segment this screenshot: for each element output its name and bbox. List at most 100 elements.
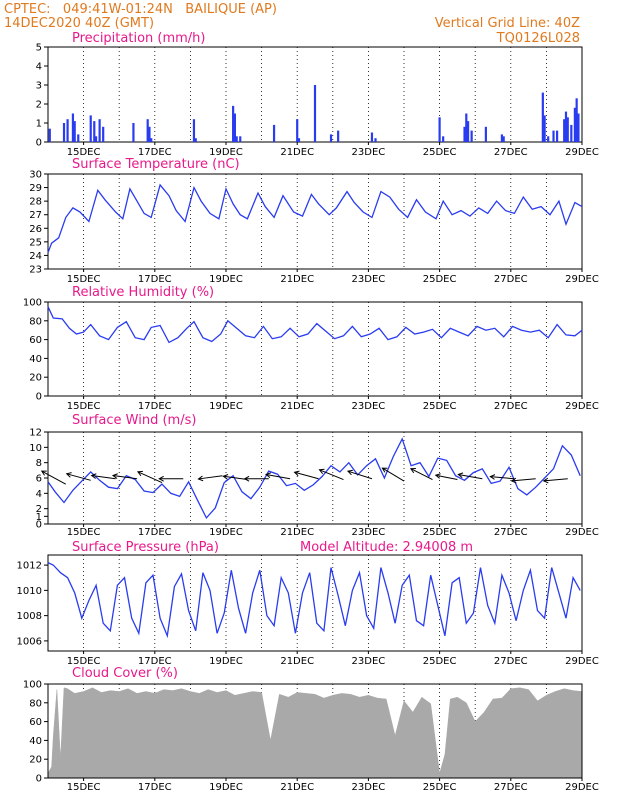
humidity-line [47, 306, 583, 344]
precip-bar [577, 113, 580, 142]
wind-arrow-head [136, 470, 143, 477]
wind-arrow [112, 475, 138, 480]
cloud-title: Cloud Cover (%) [72, 666, 178, 681]
precip-bar [555, 130, 559, 142]
precip-date-label: 17DEC [138, 147, 172, 158]
wind-arrow-head [40, 470, 47, 476]
temperature-date-label: 27DEC [494, 274, 528, 285]
precip-bar [502, 136, 505, 142]
precip-bar [148, 126, 151, 142]
cloud-ytick-label: 40 [29, 736, 42, 747]
precip-bar [566, 117, 569, 142]
precip-bar [573, 107, 576, 142]
pressure-ytick-label: 1006 [17, 636, 42, 647]
wind-arrow-head [381, 467, 388, 473]
precip-bar [297, 138, 301, 142]
wind-arrow [347, 470, 373, 480]
precip-date-label: 19DEC [209, 147, 243, 158]
humidity-ytick-label: 0 [36, 392, 42, 403]
cloud-ytick-label: 80 [29, 698, 42, 709]
humidity-date-label: 17DEC [138, 401, 172, 412]
cloud-date-label: 17DEC [138, 782, 172, 793]
wind-arrow-head [265, 472, 271, 478]
cloud-ytick-label: 100 [23, 680, 42, 691]
wind-arrow-head [293, 470, 300, 477]
temperature-frame [47, 173, 583, 270]
wind-arrow-head [222, 474, 229, 480]
wind-date-label: 15DEC [67, 527, 101, 538]
precip-bar [575, 98, 578, 142]
humidity-ytick-label: 80 [29, 316, 42, 327]
temperature-date-label: 19DEC [209, 274, 243, 285]
cloud-date-label: 15DEC [67, 782, 101, 793]
wind-arrow [137, 471, 163, 484]
precip-bar [370, 132, 374, 142]
precip-bar [470, 130, 473, 142]
cloud-ytick-label: 0 [36, 774, 42, 785]
precip-bar [313, 85, 317, 142]
wind-ytick-label: 6 [36, 474, 42, 485]
wind-arrow [66, 473, 91, 481]
wind-arrow [91, 475, 116, 480]
precip-bar [233, 113, 236, 142]
precip-date-label: 15DEC [67, 147, 101, 158]
pressure-ytick-label: 1012 [17, 561, 42, 572]
humidity-date-label: 21DEC [280, 401, 314, 412]
wind-arrow-head [489, 474, 496, 480]
cloud-panel: 0 20 40 60 80 100 15DEC 17DEC 19DEC 21DEC 23DEC 25D… [23, 666, 599, 793]
wind-arrow [543, 478, 568, 482]
wind-arrow [490, 476, 515, 480]
precip-bar [374, 138, 377, 142]
precip-ytick-label: 5 [36, 43, 42, 54]
precip-date-label: 27DEC [494, 147, 528, 158]
pressure-date-label: 15DEC [67, 656, 101, 667]
wind-ytick-label: 8 [36, 458, 42, 469]
temperature-title: Surface Temperature (nC) [72, 157, 240, 172]
humidity-panel: 0 20 40 60 80 100 15DEC 17DEC 19DEC 21DEC 23DEC 25D… [23, 285, 599, 412]
temperature-ytick-label: 28 [29, 197, 42, 208]
wind-arrow [319, 469, 344, 480]
wind-arrow [41, 470, 67, 485]
precip-bar [194, 138, 197, 142]
cloud-date-label: 19DEC [209, 782, 243, 793]
precip-date-label: 21DEC [280, 147, 314, 158]
temperature-date-label: 21DEC [280, 274, 314, 285]
pressure-date-label: 19DEC [209, 656, 243, 667]
precip-bar [102, 126, 105, 142]
wind-date-label: 17DEC [138, 527, 172, 538]
precip-panel: 0 1 2 3 4 5 15DEC 17DEC 19DEC 21DEC 23DEC 25DEC 27DE… [36, 31, 599, 158]
wind-arrow-head [158, 475, 164, 482]
precip-bar [563, 119, 566, 142]
precip-ytick-label: 3 [36, 81, 42, 92]
precip-bar [62, 123, 66, 142]
precip-ytick-label: 2 [36, 100, 42, 111]
pressure-date-label: 21DEC [280, 656, 314, 667]
precip-bar [543, 115, 546, 142]
header-grid-note: Vertical Grid Line: 40Z [434, 16, 580, 31]
wind-date-label: 21DEC [280, 527, 314, 538]
wind-arrow-head [111, 473, 118, 479]
precip-date-label: 29DEC [565, 147, 599, 158]
wind-date-label: 25DEC [423, 527, 457, 538]
temperature-date-label: 17DEC [138, 274, 172, 285]
precip-bar [66, 119, 69, 142]
precip-date-label: 25DEC [423, 147, 457, 158]
wind-title: Surface Wind (m/s) [72, 413, 196, 428]
precip-bar [89, 115, 92, 142]
precip-bar [296, 119, 299, 142]
humidity-title: Relative Humidity (%) [72, 285, 214, 300]
pressure-panel: 1006 1008 1010 1012 15DEC 17DEC 19DEC 21DEC 23DE… [17, 540, 599, 667]
wind-date-label: 19DEC [209, 527, 243, 538]
precip-bar [239, 136, 242, 142]
humidity-ytick-label: 100 [23, 298, 42, 309]
wind-date-label: 27DEC [494, 527, 528, 538]
precip-bar [150, 138, 153, 142]
precip-bar [272, 124, 276, 142]
pressure-line [47, 562, 581, 639]
pressure-title: Surface Pressure (hPa) [72, 540, 219, 555]
humidity-date-label: 27DEC [494, 401, 528, 412]
pressure-ytick-label: 1008 [17, 611, 42, 622]
wind-arrow-head [346, 469, 353, 476]
precip-title: Precipitation (mm/h) [72, 31, 205, 46]
